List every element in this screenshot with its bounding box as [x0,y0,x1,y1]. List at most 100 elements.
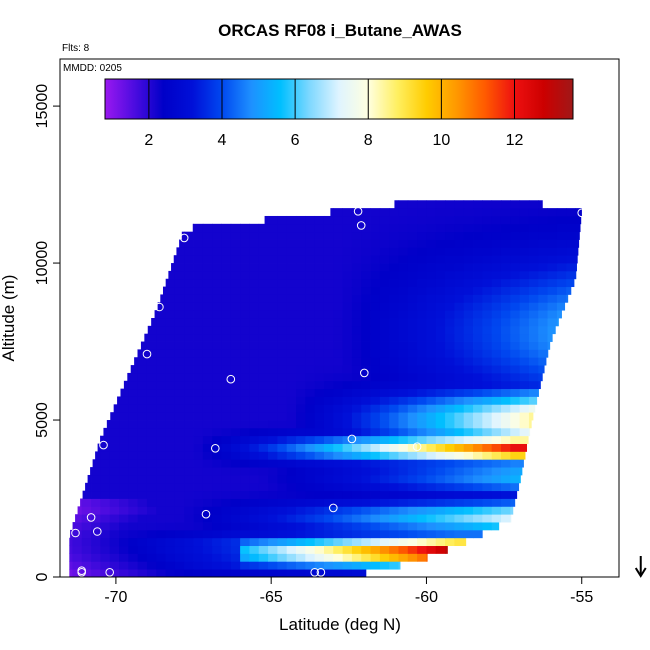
heatmap-cell [575,208,582,217]
heatmap-cell [333,404,344,413]
heatmap-cell [528,208,539,217]
heatmap-cell [156,490,166,499]
heatmap-cell [417,380,427,390]
heatmap-cell [212,278,222,288]
heatmap-cell [454,349,465,358]
heatmap-cell [389,490,399,499]
heatmap-cell [454,263,465,272]
heatmap-cell [500,474,511,484]
heatmap-cell [193,372,204,382]
heatmap-cell [314,451,325,460]
heatmap-cell [305,498,316,507]
heatmap-cell [528,412,534,421]
heatmap-cell [323,388,334,397]
heatmap-cell [184,482,194,492]
heatmap-cell [258,270,269,280]
heatmap-cell [258,561,269,570]
heatmap-cell [113,404,120,413]
heatmap-cell [491,467,502,476]
heatmap-cell [240,349,250,358]
heatmap-cell [202,310,213,319]
heatmap-cell [69,545,73,554]
heatmap-cell [379,318,390,327]
heatmap-cell [305,388,316,397]
heatmap-cell [174,427,185,437]
heatmap-cell [286,223,297,233]
heatmap-cell [296,522,306,531]
heatmap-cell [240,537,250,547]
heatmap-cell [538,270,548,280]
heatmap-cell [473,294,483,303]
heatmap-cell [426,443,437,452]
heatmap-cell [445,208,455,217]
heatmap-cell [156,310,166,319]
heatmap-cell [547,247,558,256]
heatmap-cell [193,514,204,523]
heatmap-cell [398,255,409,264]
heatmap-cell [296,372,306,382]
heatmap-cell [165,310,176,319]
heatmap-cell [146,349,157,358]
heatmap-cell [473,286,483,295]
heatmap-cell [146,451,157,460]
heatmap-cell [90,467,92,476]
heatmap-cell [398,278,409,288]
heatmap-cell [277,514,288,523]
heatmap-cell [528,310,539,319]
heatmap-cell [109,522,120,531]
heatmap-cell [547,310,558,319]
heatmap-cell [566,223,576,233]
heatmap-cell [137,412,148,421]
heatmap-cell [426,310,437,319]
heatmap-cell [370,474,381,484]
heatmap-cell [417,388,427,397]
heatmap-cell [184,427,194,437]
heatmap-cell [314,231,325,240]
heatmap-cell [212,467,222,476]
heatmap-cell [398,388,409,397]
heatmap-cell [221,247,232,256]
heatmap-cell [202,231,213,240]
heatmap-cell [435,357,446,366]
heatmap-cell [379,333,390,342]
heatmap-cell [528,223,539,233]
heatmap-cell [258,294,269,303]
heatmap-cell [156,482,166,492]
heatmap-cell [268,215,278,225]
heatmap-cell [510,215,521,225]
heatmap-cell [482,388,493,397]
heatmap-cell [528,427,531,437]
heatmap-cell [230,474,241,484]
heatmap-cell [240,255,250,264]
heatmap-cell [268,459,278,468]
heatmap-cell [519,412,530,421]
heatmap-cell [268,443,278,452]
heatmap-cell [174,380,185,390]
heatmap-cell [454,325,465,335]
heatmap-cell [119,498,129,507]
heatmap-cell [296,365,306,374]
heatmap-cell [370,325,381,335]
heatmap-cell [510,388,521,397]
heatmap-cell [221,286,232,295]
heatmap-cell [268,365,278,374]
heatmap-cell [258,318,269,327]
heatmap-cell [510,310,521,319]
heatmap-cell [519,270,530,280]
heatmap-cell [398,208,409,217]
heatmap-cell [500,231,511,240]
heatmap-cell [445,365,455,374]
heatmap-cell [342,561,353,570]
heatmap-cell [258,388,269,397]
heatmap-cell [314,467,325,476]
heatmap-cell [435,349,446,358]
heatmap-cell [473,208,483,217]
heatmap-cell [473,325,483,335]
heatmap-cell [230,435,241,444]
heatmap-cell [510,239,521,248]
heatmap-cell [264,215,269,225]
heatmap-cell [566,255,576,264]
heatmap-cell [268,349,278,358]
heatmap-cell [389,231,399,240]
heatmap-cell [379,537,390,547]
